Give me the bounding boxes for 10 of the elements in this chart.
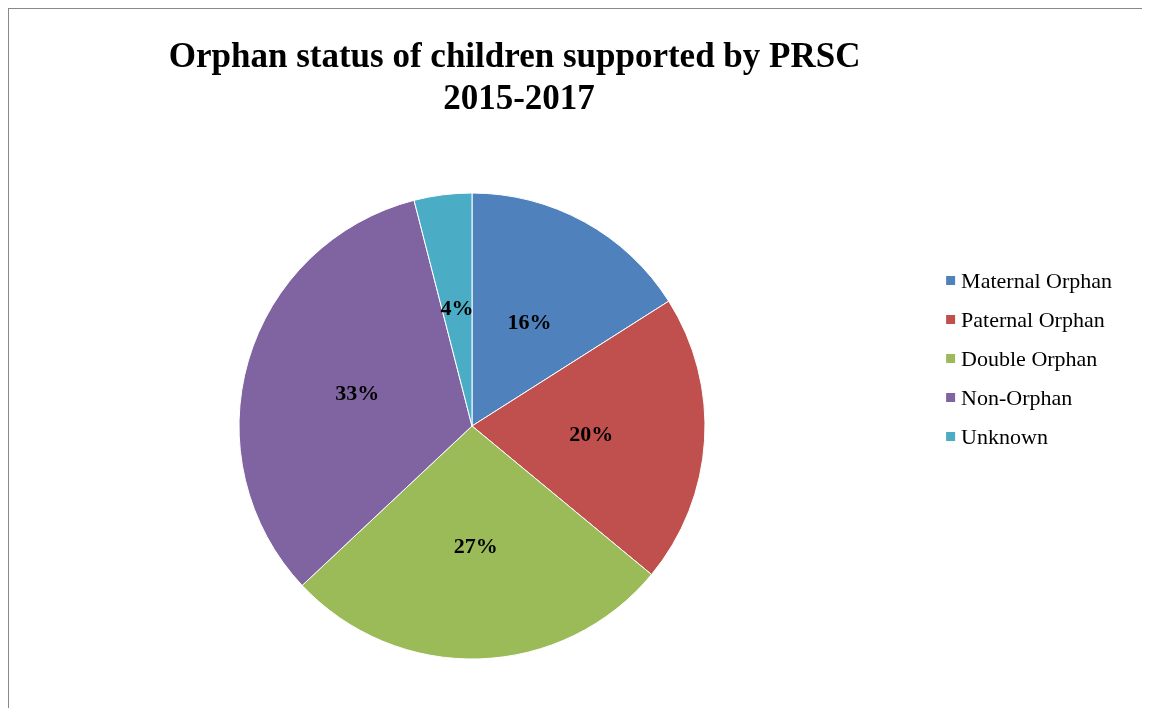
legend-label: Unknown bbox=[961, 424, 1048, 449]
data-label: 27% bbox=[453, 532, 498, 558]
legend-label: Maternal Orphan bbox=[961, 268, 1113, 293]
data-label: 33% bbox=[335, 380, 380, 406]
chart-title: Orphan status of children supported by PRSC 2015-2017 bbox=[168, 35, 870, 117]
legend-label: Double Orphan bbox=[961, 346, 1098, 371]
data-label: 20% bbox=[569, 421, 614, 446]
legend-label: Paternal Orphan bbox=[961, 307, 1105, 332]
data-label: 16% bbox=[507, 308, 552, 334]
legend-label: Non-Orphan bbox=[961, 385, 1073, 410]
